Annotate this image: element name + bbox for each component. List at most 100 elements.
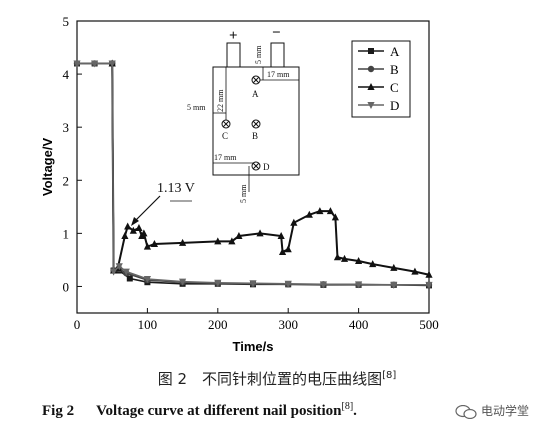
inset-positive-tab	[226, 42, 241, 68]
legend-marker-D	[367, 102, 375, 109]
inset-negative-tab	[270, 42, 285, 68]
series-C-point	[278, 247, 287, 255]
y-tick-label: 4	[63, 67, 70, 82]
inset-negative-sign: −	[272, 25, 281, 41]
x-tick-label: 300	[278, 317, 298, 332]
inset-point-d-cross2	[252, 162, 260, 170]
inset-point-b-marker	[251, 119, 261, 129]
series-C-point	[235, 232, 243, 240]
x-tick-label: 500	[419, 317, 439, 332]
inset-dim-top-5mm: 5 mm	[254, 45, 263, 64]
annotation-arrowhead	[131, 217, 139, 226]
series-D-point	[214, 279, 222, 287]
series-D-point	[108, 60, 116, 68]
series-D-point	[122, 268, 130, 276]
series-D-point	[91, 60, 99, 68]
series-C-point	[135, 224, 143, 232]
series-C-point	[277, 232, 285, 240]
series-C-point	[140, 229, 148, 237]
series-C-point	[150, 239, 159, 247]
series-D-point	[284, 280, 292, 288]
inset-point-a-cross2	[252, 76, 260, 84]
legend-label-D: D	[390, 98, 399, 113]
inset-dim-22mm: 22 mm	[216, 89, 225, 112]
series-D-point	[110, 268, 118, 276]
inset-cell-body	[212, 66, 300, 176]
y-tick-label: 5	[63, 14, 70, 29]
inset-dim-a-17mm: 17 mm	[267, 70, 290, 79]
series-C-point	[340, 254, 349, 262]
series-C-point	[129, 226, 137, 234]
series-A-point	[126, 275, 133, 282]
series-C-point	[143, 242, 151, 250]
inset-dim-left-5mm: 5 mm	[187, 103, 206, 112]
series-D-point	[319, 281, 327, 289]
series-C-point	[214, 237, 222, 245]
caption-english-ref: [8]	[341, 401, 354, 412]
y-tick-label: 1	[63, 226, 70, 241]
series-C-point	[305, 210, 313, 218]
series-D-point	[143, 276, 151, 284]
series-layer	[73, 59, 433, 289]
series-D-point	[73, 60, 81, 68]
caption-chinese-text: 图 2 不同针刺位置的电压曲线图	[157, 370, 383, 388]
inset-point-c-cross2	[222, 120, 230, 128]
caption-chinese-ref: [8]	[382, 370, 397, 381]
series-D-point	[249, 280, 257, 288]
series-D-point	[179, 278, 187, 286]
inset-point-d-marker	[251, 161, 261, 171]
legend-marker-B	[367, 65, 375, 73]
wechat-icon	[455, 404, 477, 419]
series-C-point	[411, 267, 419, 275]
legend-label-A: A	[390, 44, 400, 59]
series-C-point	[316, 207, 324, 215]
x-tick-label: 200	[208, 317, 228, 332]
series-C-point	[256, 229, 264, 237]
series-C-point	[326, 207, 335, 215]
series-C-point	[179, 238, 187, 246]
series-C-point	[284, 245, 292, 253]
series-D-point	[115, 263, 123, 271]
caption-english-text: Voltage curve at different nail position	[96, 403, 342, 419]
y-tick-label: 0	[63, 279, 70, 294]
caption-english: Fig 2 Voltage curve at different nail pos…	[42, 401, 357, 420]
y-axis-label: Voltage/V	[40, 138, 55, 197]
x-tick-label: 0	[74, 317, 81, 332]
series-D-point	[355, 281, 363, 289]
caption-english-end: .	[353, 403, 357, 419]
x-tick-label: 400	[349, 317, 369, 332]
annotation-arrow	[133, 195, 161, 223]
series-D-point	[425, 281, 433, 289]
legend-label-B: B	[390, 62, 399, 77]
series-C-point	[290, 218, 298, 226]
caption-english-fig: Fig 2	[42, 403, 75, 419]
legend-marker-C	[367, 83, 375, 90]
x-axis-label: Time/s	[233, 339, 274, 354]
series-C-point	[333, 253, 342, 261]
legend-marker-A	[368, 48, 374, 54]
watermark-text: 电动学堂	[481, 404, 530, 418]
series-C-point	[124, 222, 132, 230]
inset-point-d-label: D	[263, 162, 270, 172]
annotation-label: 1.13 V	[157, 181, 195, 196]
legend-label-C: C	[390, 80, 399, 95]
inset-point-b-cross2	[252, 120, 260, 128]
series-C-point	[390, 263, 398, 271]
series-C-point	[355, 256, 363, 264]
inset-diagram: + − A B C D 5 mm 17 mm 22 mm 5 mm 17 mm …	[187, 25, 300, 203]
inset-point-b-label: B	[252, 131, 258, 141]
plot-frame	[76, 20, 430, 314]
y-tick-label: 3	[63, 120, 70, 135]
axes-layer: 0 100 200 300 400 500 0 1 2 3 4 5 Time/s Voltage/V	[40, 14, 439, 354]
inset-point-a-label: A	[252, 89, 259, 99]
x-tick-label: 100	[138, 317, 158, 332]
inset-point-c-label: C	[222, 131, 228, 141]
watermark: 电动学堂	[455, 402, 529, 419]
series-C-point	[369, 260, 377, 268]
inset-positive-sign: +	[229, 28, 238, 44]
series-C-point	[425, 270, 433, 278]
series-C-point	[331, 213, 339, 221]
y-tick-label: 2	[63, 173, 70, 188]
